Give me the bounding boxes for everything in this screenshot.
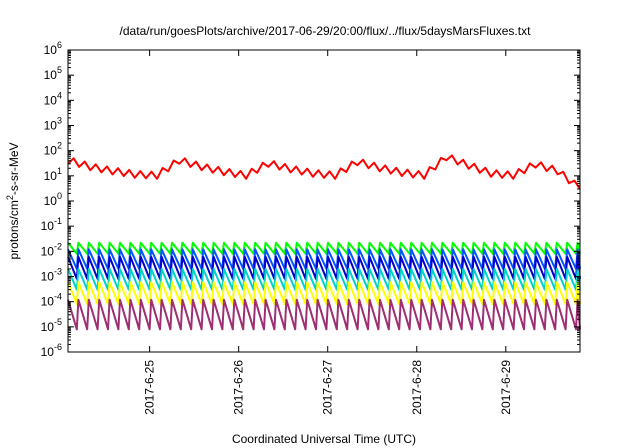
series-line-red: [67, 154, 581, 190]
x-tick-label: 2017-6-29: [499, 360, 513, 415]
series-line-4: [67, 267, 581, 291]
chart-title: /data/run/goesPlots/archive/2017-06-29/2…: [120, 24, 532, 38]
series-line-1: [67, 241, 581, 255]
y-tick-label: 106: [44, 40, 62, 57]
y-tick-label: 10-3: [41, 267, 62, 284]
x-tick-label: 2017-6-25: [143, 360, 157, 415]
y-tick-label: 103: [44, 116, 62, 133]
series-line-3: [67, 255, 581, 280]
y-axis-label: protons/cm2-s-sr-MeV: [5, 142, 21, 259]
y-tick-label: 102: [44, 141, 62, 158]
y-tick-label: 10-4: [41, 292, 62, 309]
x-axis-label: Coordinated Universal Time (UTC): [232, 432, 416, 446]
x-tick-label: 2017-6-28: [410, 360, 424, 415]
y-tick-label: 10-1: [41, 216, 62, 233]
y-tick-label: 100: [44, 191, 62, 208]
y-tick-label: 10-5: [41, 317, 62, 334]
plot-frame: [67, 49, 581, 353]
y-axis: 10-6 10-5 10-4 10-3 10-2 10-1 100 101 102 103 104 1…: [41, 40, 580, 359]
y-tick-label: 101: [44, 166, 62, 183]
series-line-6: [67, 298, 581, 331]
series-line-5: [67, 281, 581, 306]
x-tick-label: 2017-6-27: [321, 360, 335, 415]
y-tick-label: 104: [44, 90, 62, 107]
y-tick-label: 105: [44, 65, 62, 82]
x-tick-label: 2017-6-26: [232, 360, 246, 415]
y-tick-label: 10-6: [41, 342, 62, 359]
series-layer: [67, 154, 581, 331]
y-tick-label: 10-2: [41, 241, 62, 258]
x-axis: 2017-6-25 2017-6-26 2017-6-27 2017-6-28 2017…: [143, 50, 513, 415]
